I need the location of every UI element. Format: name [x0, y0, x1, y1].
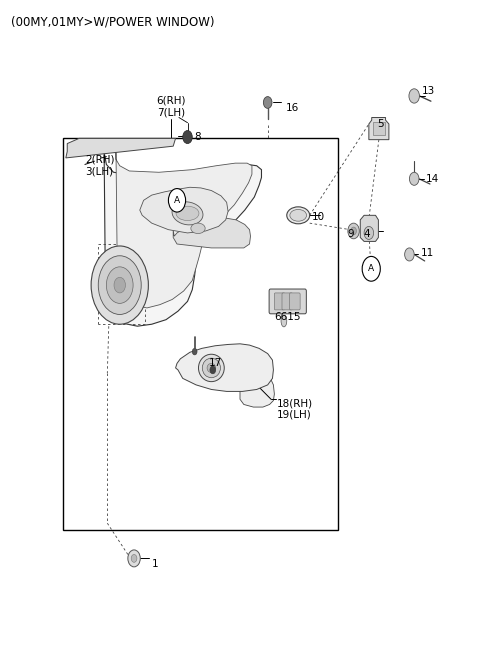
- Circle shape: [107, 267, 133, 303]
- Polygon shape: [173, 218, 251, 248]
- FancyBboxPatch shape: [282, 293, 292, 310]
- Text: 9: 9: [347, 229, 354, 238]
- Bar: [63, 138, 338, 530]
- Polygon shape: [360, 215, 378, 242]
- Polygon shape: [372, 122, 385, 135]
- Text: 13: 13: [422, 86, 435, 96]
- Circle shape: [128, 550, 140, 567]
- Ellipse shape: [191, 223, 205, 234]
- Text: 17: 17: [209, 358, 222, 367]
- Text: 1: 1: [152, 559, 158, 569]
- Polygon shape: [240, 346, 275, 407]
- Circle shape: [168, 189, 186, 212]
- Circle shape: [210, 366, 216, 374]
- Polygon shape: [176, 344, 274, 392]
- Circle shape: [405, 248, 414, 261]
- Text: 5: 5: [377, 119, 384, 129]
- Circle shape: [131, 555, 137, 562]
- Text: A: A: [368, 265, 374, 273]
- Text: 6(RH)
7(LH): 6(RH) 7(LH): [156, 96, 186, 117]
- FancyBboxPatch shape: [269, 289, 306, 314]
- Polygon shape: [140, 187, 228, 233]
- Text: 8: 8: [195, 132, 201, 142]
- Circle shape: [351, 227, 357, 235]
- Ellipse shape: [172, 202, 203, 225]
- Ellipse shape: [281, 315, 287, 327]
- Ellipse shape: [207, 364, 216, 373]
- Text: 10: 10: [312, 212, 324, 221]
- Circle shape: [91, 246, 148, 324]
- Polygon shape: [66, 138, 176, 158]
- Text: 6615: 6615: [275, 312, 301, 322]
- Circle shape: [348, 223, 360, 239]
- Text: 2(RH)
3(LH): 2(RH) 3(LH): [85, 155, 114, 177]
- Ellipse shape: [176, 206, 199, 221]
- Text: 18(RH)
19(LH): 18(RH) 19(LH): [277, 398, 313, 420]
- Text: 16: 16: [285, 103, 299, 113]
- Circle shape: [409, 89, 420, 103]
- FancyBboxPatch shape: [275, 293, 285, 310]
- Polygon shape: [104, 138, 262, 326]
- Polygon shape: [116, 146, 252, 308]
- Text: 14: 14: [426, 174, 439, 184]
- Ellipse shape: [202, 358, 220, 378]
- Ellipse shape: [290, 210, 307, 221]
- Circle shape: [362, 256, 380, 281]
- Polygon shape: [369, 117, 389, 140]
- Circle shape: [114, 277, 125, 293]
- Text: 11: 11: [420, 248, 433, 258]
- Circle shape: [364, 227, 373, 240]
- Text: A: A: [174, 196, 180, 205]
- Circle shape: [409, 172, 419, 185]
- Circle shape: [183, 130, 192, 143]
- Ellipse shape: [199, 354, 224, 382]
- Circle shape: [98, 255, 141, 314]
- Ellipse shape: [287, 207, 310, 224]
- Circle shape: [264, 97, 272, 108]
- Circle shape: [192, 348, 197, 355]
- Text: 4: 4: [363, 229, 370, 238]
- Text: (00MY,01MY>W/POWER WINDOW): (00MY,01MY>W/POWER WINDOW): [11, 16, 215, 29]
- FancyBboxPatch shape: [289, 293, 300, 310]
